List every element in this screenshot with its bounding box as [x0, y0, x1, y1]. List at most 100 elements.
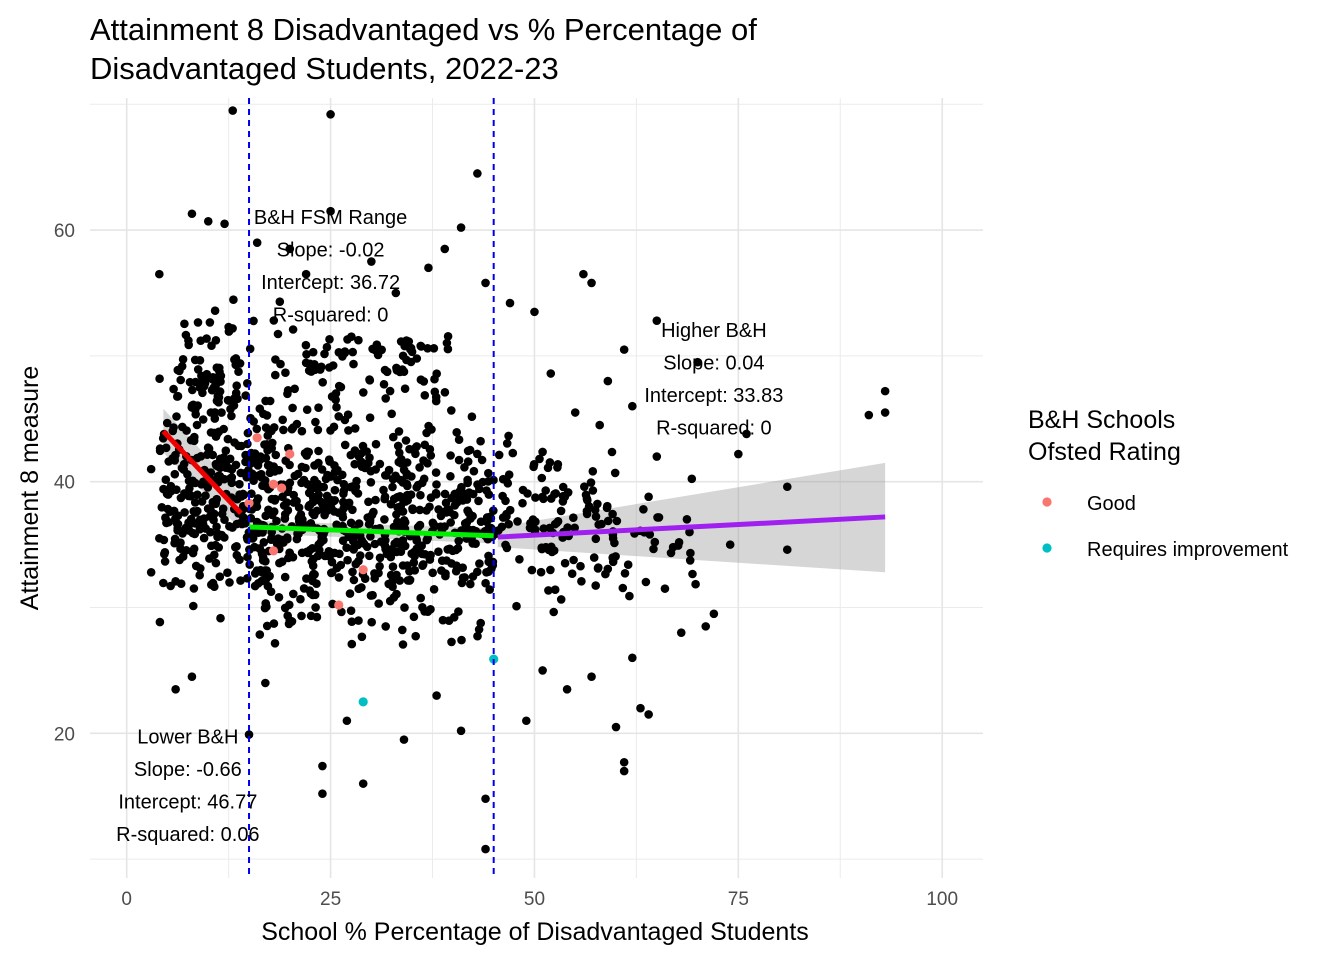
- school-point: [709, 609, 719, 619]
- school-point: [198, 388, 207, 398]
- school-point: [308, 347, 318, 357]
- school-point: [639, 505, 648, 514]
- school-point: [263, 461, 273, 470]
- school-point: [530, 307, 539, 317]
- school-point: [326, 503, 336, 513]
- school-point: [502, 439, 512, 448]
- school-point: [531, 493, 540, 502]
- school-point: [685, 556, 695, 565]
- school-point: [209, 515, 218, 525]
- school-point: [456, 726, 466, 736]
- school-point: [392, 510, 401, 519]
- school-point: [330, 485, 340, 495]
- school-point: [157, 503, 167, 512]
- school-point: [226, 404, 235, 414]
- school-point: [319, 506, 329, 515]
- school-point: [353, 489, 363, 498]
- school-point: [208, 375, 217, 384]
- school-point: [611, 722, 621, 732]
- school-point: [189, 436, 199, 446]
- school-point: [193, 365, 203, 374]
- school-point: [314, 495, 323, 505]
- school-point: [187, 672, 197, 682]
- school-point: [515, 555, 524, 564]
- school-point: [192, 420, 202, 430]
- school-point: [227, 478, 237, 488]
- annotation-line: B&H FSM Range: [254, 207, 407, 229]
- school-point: [232, 542, 241, 551]
- school-point: [346, 450, 356, 460]
- school-point: [460, 463, 469, 472]
- school-point: [184, 336, 193, 345]
- school-point: [529, 462, 538, 472]
- school-point: [468, 539, 478, 548]
- school-point: [261, 678, 270, 688]
- school-point: [368, 590, 377, 600]
- school-point: [283, 534, 292, 544]
- school-point: [442, 338, 452, 348]
- school-point: [375, 562, 384, 571]
- x-tick-label: 0: [121, 889, 132, 910]
- school-point: [173, 519, 183, 529]
- school-point: [588, 486, 598, 495]
- school-point: [366, 478, 376, 487]
- school-point: [652, 452, 662, 461]
- school-point: [146, 567, 156, 577]
- school-point: [419, 474, 429, 484]
- school-point: [315, 545, 324, 555]
- school-point: [477, 455, 487, 465]
- school-point: [339, 479, 349, 489]
- school-point: [255, 630, 265, 639]
- school-point: [336, 382, 346, 392]
- reference-lines: [248, 98, 495, 878]
- school-point: [388, 582, 397, 591]
- school-point: [389, 593, 399, 602]
- school-point: [374, 599, 384, 608]
- school-point: [216, 613, 225, 623]
- school-point: [431, 396, 441, 406]
- school-point: [310, 461, 319, 470]
- school-point: [430, 387, 440, 397]
- school-point: [394, 457, 404, 467]
- school-point: [367, 257, 376, 266]
- school-point: [244, 730, 254, 739]
- school-point: [409, 547, 419, 557]
- school-point: [160, 549, 169, 559]
- school-point: [482, 513, 492, 522]
- school-point: [475, 559, 484, 568]
- school-point: [285, 244, 295, 254]
- school-point: [466, 514, 475, 523]
- school-point: [359, 388, 368, 397]
- school-point: [302, 350, 311, 359]
- school-point: [411, 449, 420, 459]
- school-point: [603, 516, 613, 526]
- school-point: [309, 554, 318, 564]
- school-point: [504, 431, 513, 441]
- school-point: [210, 306, 220, 316]
- school-point: [620, 569, 630, 578]
- school-point: [212, 522, 221, 532]
- school-point: [252, 238, 262, 247]
- school-point: [682, 515, 692, 524]
- school-point: [379, 485, 388, 495]
- school-point: [155, 617, 165, 627]
- school-point: [155, 446, 165, 456]
- school-point: [625, 591, 634, 601]
- school-point: [210, 408, 220, 417]
- school-point: [243, 428, 253, 438]
- school-point: [357, 632, 367, 642]
- school-point: [451, 566, 461, 576]
- school-point: [173, 511, 183, 520]
- school-point: [473, 567, 482, 577]
- school-point: [431, 468, 441, 477]
- school-point: [365, 375, 374, 384]
- school-point: [161, 475, 171, 485]
- school-point: [429, 585, 439, 594]
- school-point: [178, 422, 187, 432]
- school-point: [269, 619, 279, 628]
- school-point: [380, 515, 389, 524]
- school-point: [236, 576, 245, 585]
- school-point: [588, 467, 598, 476]
- school-point: [191, 561, 201, 571]
- school-point: [456, 223, 466, 232]
